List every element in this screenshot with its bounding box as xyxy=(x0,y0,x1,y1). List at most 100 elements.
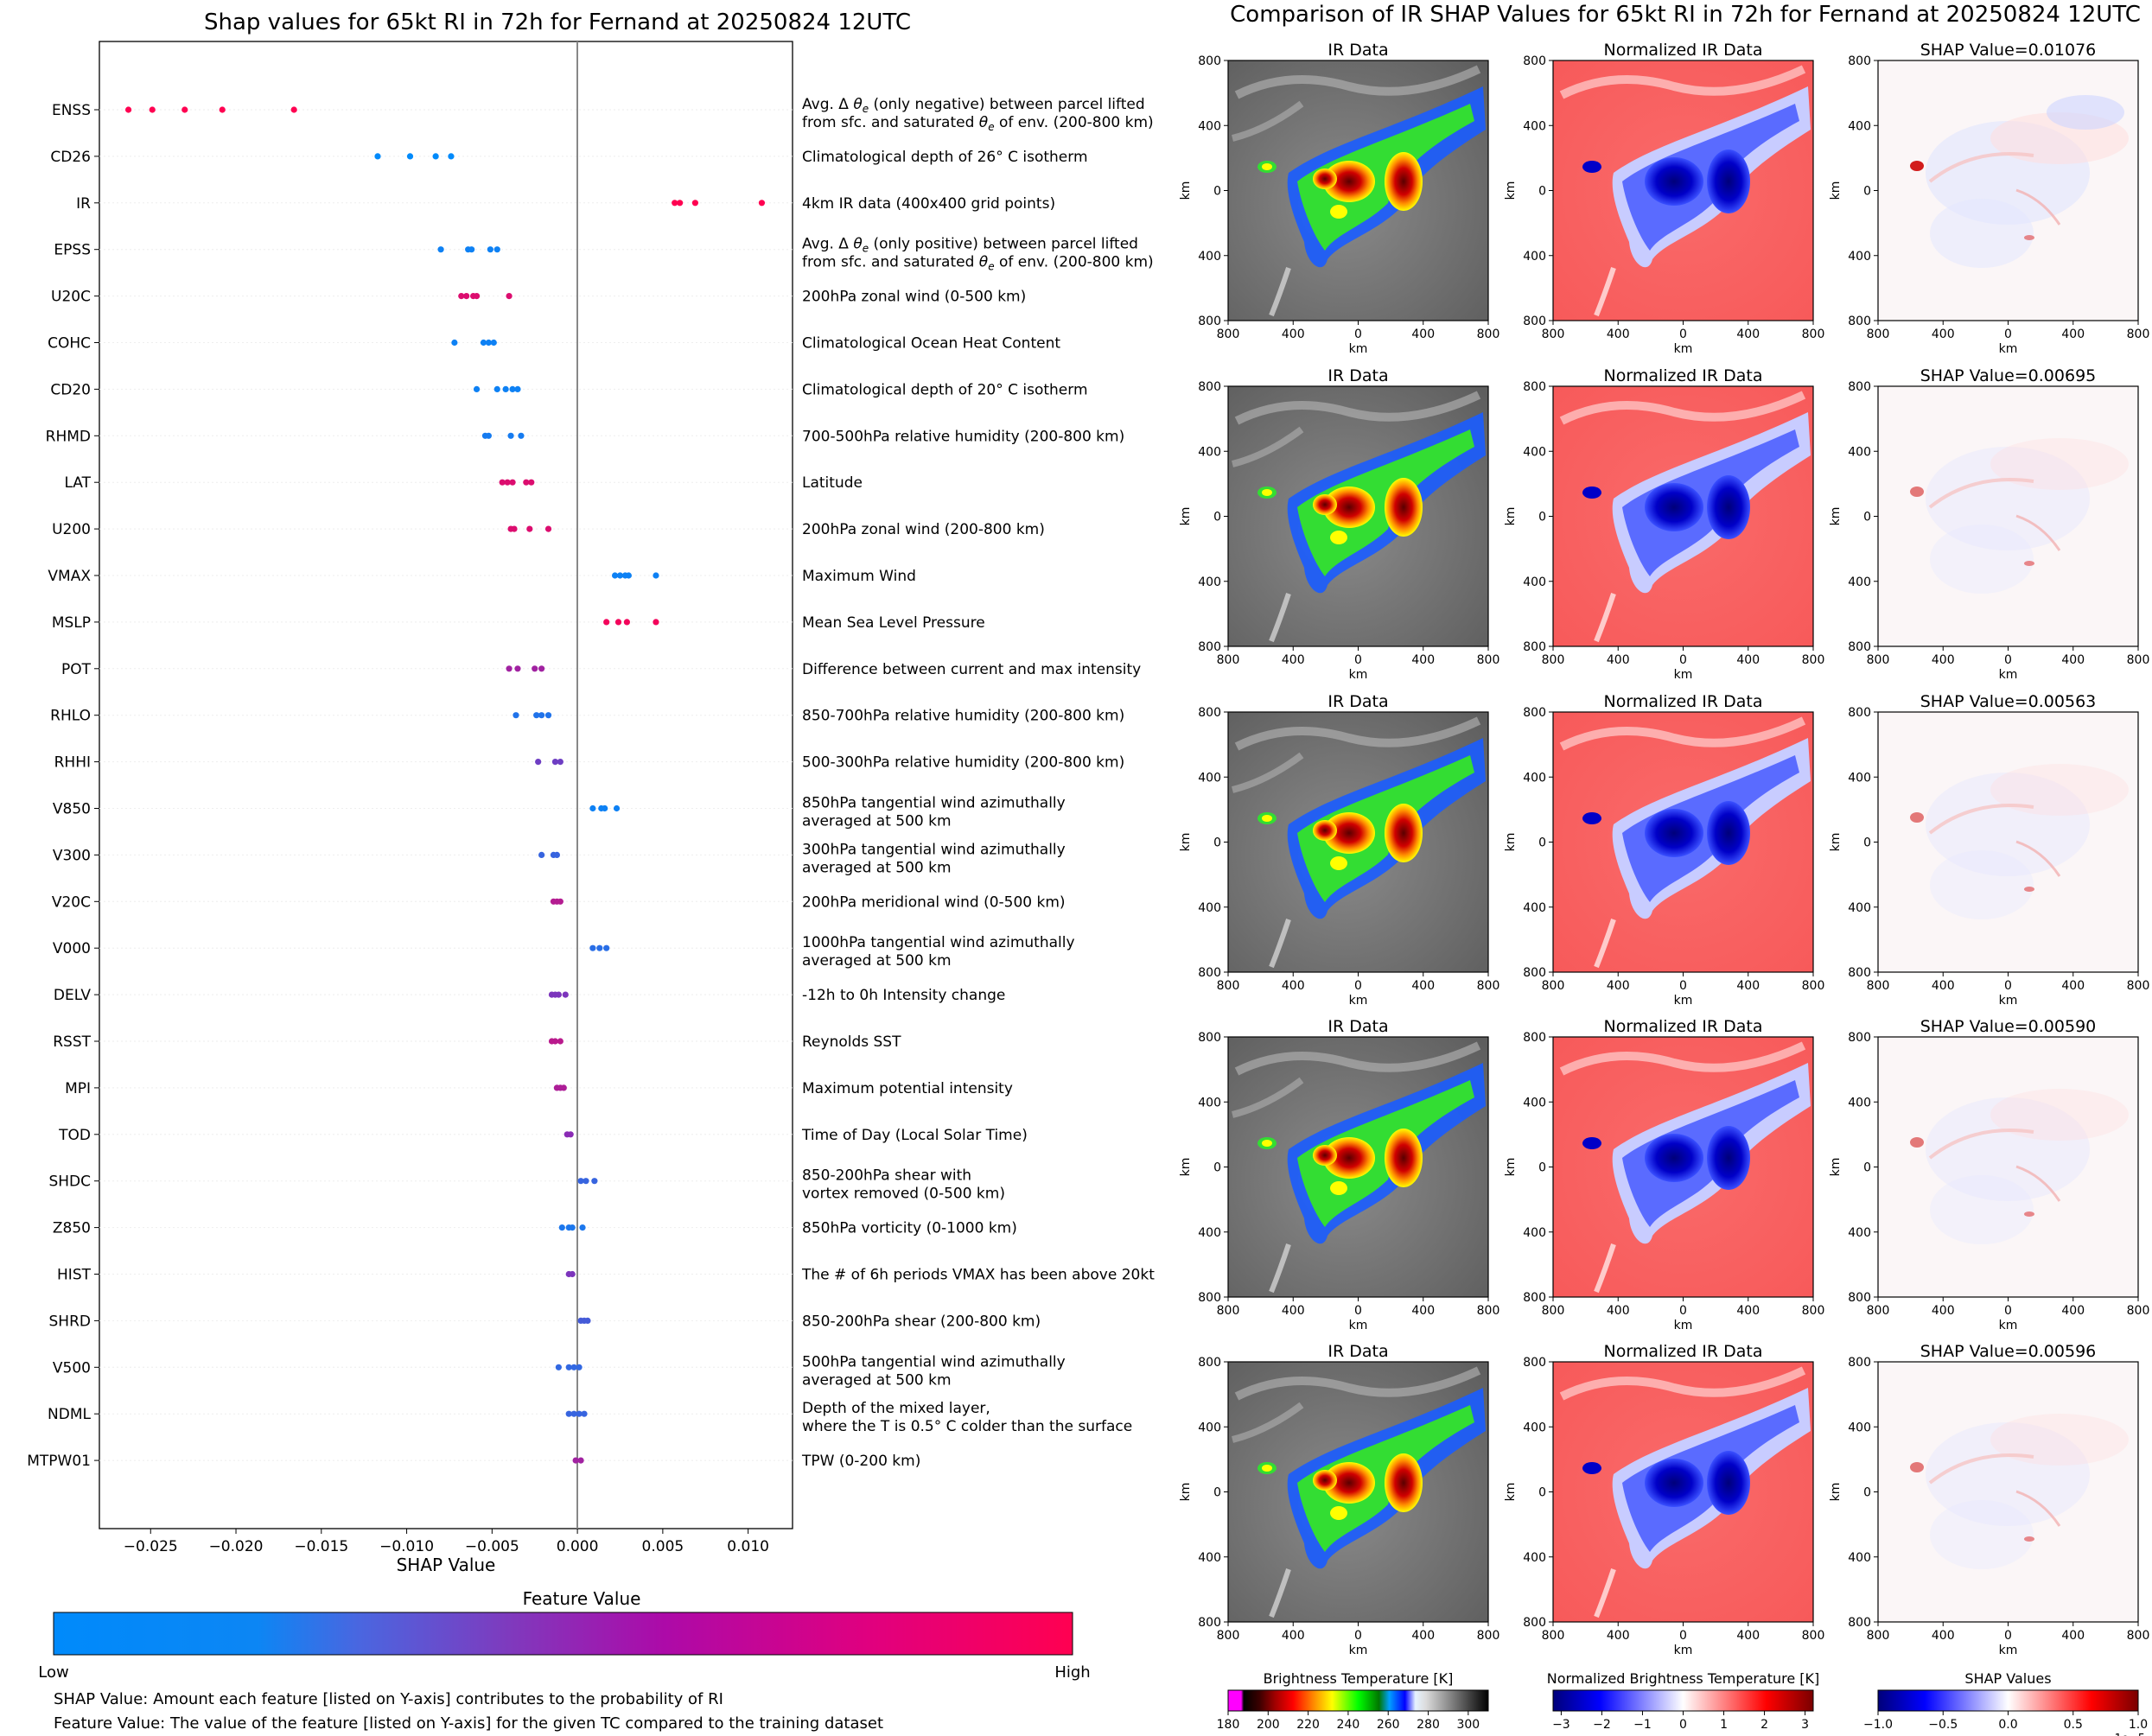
shap-point xyxy=(374,153,381,160)
panel-x-tick: 0 xyxy=(1679,1304,1687,1318)
feature-description: 700-500hPa relative humidity (200-800 km… xyxy=(802,428,1124,445)
panel-x-tick: 0 xyxy=(1354,979,1362,993)
shap-point xyxy=(509,479,516,486)
panel-title: Normalized IR Data xyxy=(1604,1017,1763,1036)
shap-point xyxy=(613,804,621,812)
panel-x-tick: 800 xyxy=(2127,1304,2150,1318)
panel-x-tick: 400 xyxy=(1607,1629,1630,1643)
panel-x-tick: 800 xyxy=(1477,653,1500,667)
feature-label-enss: ENSS xyxy=(52,102,91,119)
colorbar-title: Brightness Temperature [K] xyxy=(1264,1670,1454,1687)
shap-point xyxy=(551,759,559,766)
panel-x-tick: 0 xyxy=(2004,979,2012,993)
shap-point xyxy=(616,572,624,579)
panel-x-tick: 0 xyxy=(2004,1629,2012,1643)
panel-x-tick: 800 xyxy=(1542,327,1565,341)
panel-title: IR Data xyxy=(1327,366,1388,385)
left-chart-title: Shap values for 65kt RI in 72h for Ferna… xyxy=(204,10,911,35)
panel-x-tick: 400 xyxy=(2061,1304,2085,1318)
shap-point xyxy=(485,339,492,347)
x-tick-label: 0.000 xyxy=(557,1538,599,1555)
panel-title: Normalized IR Data xyxy=(1604,41,1763,60)
shap-point xyxy=(570,1364,577,1370)
shap-point xyxy=(577,1457,584,1464)
panel-x-tick: 400 xyxy=(1607,327,1630,341)
panel-y-tick: 800 xyxy=(1198,54,1221,68)
panel-y-tick: 800 xyxy=(1198,1356,1221,1370)
panel-y-tick: 400 xyxy=(1848,1096,1871,1110)
panel-y-tick: 800 xyxy=(1523,640,1546,654)
panel-x-tick: 400 xyxy=(1932,653,1955,667)
feature-description: Reynolds SST xyxy=(802,1033,901,1051)
feature-descriptions: Avg. Δ θe (only negative) between parcel… xyxy=(801,96,1155,1470)
panel-x-label: km xyxy=(1349,994,1368,1008)
panel-x-label: km xyxy=(1999,1319,2018,1332)
panel-y-label: km xyxy=(1504,833,1518,852)
shap-point xyxy=(589,804,596,812)
panel-x-tick: 800 xyxy=(1542,1629,1565,1643)
shap-point xyxy=(463,293,470,300)
panel-x-tick: 800 xyxy=(1802,979,1825,993)
colorbar-tick: −3 xyxy=(1552,1718,1570,1732)
panel-x-tick: 400 xyxy=(2061,327,2085,341)
panel-normalized-ir-row-1: Normalized IR Data8008004004000040040080… xyxy=(1504,41,1824,356)
panel-y-tick: 800 xyxy=(1523,1291,1546,1305)
panel-x-tick: 800 xyxy=(1802,1304,1825,1318)
shap-point xyxy=(511,525,518,532)
shap-point xyxy=(567,1131,574,1138)
panel-y-tick: 800 xyxy=(1848,640,1871,654)
shap-point xyxy=(538,712,545,719)
panel-y-tick: 800 xyxy=(1848,1291,1871,1305)
shap-point xyxy=(526,525,533,532)
panel-y-tick: 0 xyxy=(1538,511,1546,525)
panel-y-label: km xyxy=(1829,1483,1843,1502)
panel-x-tick: 800 xyxy=(1217,327,1240,341)
x-tick-label: −0.015 xyxy=(294,1538,348,1555)
panel-y-label: km xyxy=(1829,507,1843,526)
shap-point xyxy=(502,385,509,392)
feature-labels: ENSS CD26 IR EPSS U20C COHC CD20 RHMD LAT U200 VMA… xyxy=(27,102,99,1470)
feature-description: averaged at 500 km xyxy=(802,813,952,830)
feature-label-tod: TOD xyxy=(58,1127,91,1144)
panel-y-tick: 400 xyxy=(1848,1421,1871,1434)
panel-y-tick: 800 xyxy=(1848,1031,1871,1045)
feature-description: Maximum potential intensity xyxy=(802,1080,1013,1097)
shap-point xyxy=(493,246,500,253)
panel-x-tick: 800 xyxy=(1477,979,1500,993)
shap-point xyxy=(569,1270,576,1278)
feature-label-pot: POT xyxy=(61,661,92,678)
colorbar-title: Normalized Brightness Temperature [K] xyxy=(1547,1670,1820,1687)
shap-point xyxy=(653,572,659,579)
shap-point xyxy=(584,1317,591,1324)
shap-point xyxy=(468,246,475,253)
panel-x-tick: 400 xyxy=(1736,1629,1760,1643)
panel-x-tick: 400 xyxy=(1282,979,1305,993)
colorbar-title: SHAP Values xyxy=(1964,1670,2051,1687)
feature-label-z850: Z850 xyxy=(53,1220,91,1237)
panel-title: IR Data xyxy=(1327,692,1388,711)
panel-y-tick: 800 xyxy=(1198,966,1221,980)
panel-y-tick: 400 xyxy=(1848,1226,1871,1240)
shap-point xyxy=(558,1224,565,1231)
shap-point xyxy=(514,385,521,392)
colorbar-tick: 300 xyxy=(1456,1718,1480,1732)
shap-point xyxy=(448,153,455,160)
feature-description: from sfc. and saturated θe of env. (200-… xyxy=(802,254,1154,273)
panel-y-tick: 0 xyxy=(1538,836,1546,850)
panel-y-tick: 400 xyxy=(1523,445,1546,459)
panel-y-tick: 800 xyxy=(1848,380,1871,394)
shap-point xyxy=(532,665,538,672)
panel-normalized-ir-row-5: Normalized IR Data8008004004000040040080… xyxy=(1504,1342,1824,1657)
panel-x-tick: 400 xyxy=(2061,653,2085,667)
panel-y-tick: 0 xyxy=(1538,1161,1546,1175)
panel-x-tick: 0 xyxy=(1354,327,1362,341)
feature-label-v850: V850 xyxy=(53,801,91,818)
panel-x-tick: 800 xyxy=(1217,979,1240,993)
panel-y-tick: 800 xyxy=(1523,966,1546,980)
feature-description: Avg. Δ θe (only positive) between parcel… xyxy=(802,236,1138,255)
colorbar-tick: 2 xyxy=(1760,1718,1768,1732)
panel-x-tick: 0 xyxy=(1679,653,1687,667)
panel-x-tick: 800 xyxy=(1802,1629,1825,1643)
shap-point xyxy=(562,991,569,998)
